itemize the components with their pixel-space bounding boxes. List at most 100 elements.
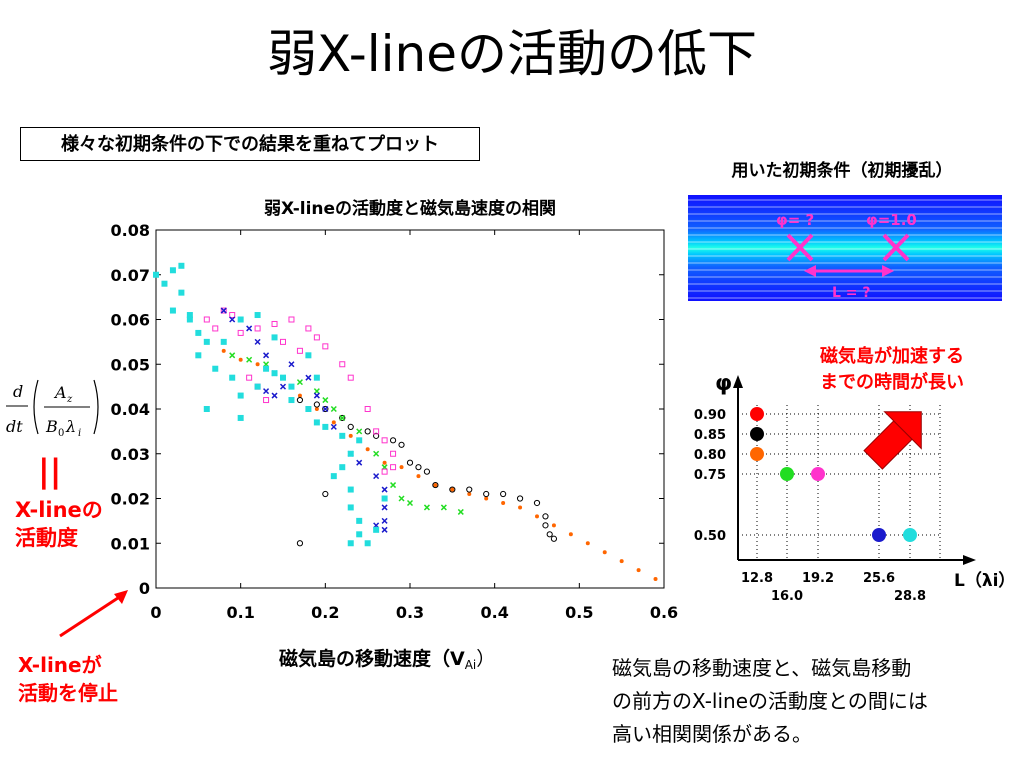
current-sheet bbox=[688, 195, 1002, 301]
data-point-orange bbox=[416, 474, 421, 479]
l-tick-label: 16.0 bbox=[771, 589, 803, 604]
data-point-cyan bbox=[305, 352, 312, 359]
data-point-cyan bbox=[237, 316, 244, 323]
data-point-cyan bbox=[330, 473, 337, 480]
data-point-magenta bbox=[246, 374, 253, 381]
data-point-green bbox=[229, 352, 236, 359]
svg-text:λ: λ bbox=[65, 417, 76, 436]
main-points bbox=[153, 262, 658, 582]
data-point-green bbox=[423, 504, 430, 511]
stop-arrow bbox=[59, 592, 125, 638]
phi-y-arrow bbox=[733, 375, 743, 388]
svg-text:d: d bbox=[13, 382, 23, 401]
data-point-cyan bbox=[195, 329, 202, 336]
data-point-cyan bbox=[169, 307, 176, 314]
svg-text:0: 0 bbox=[58, 428, 64, 439]
y-tick-label: 0.03 bbox=[111, 445, 150, 464]
data-point-cyan bbox=[322, 423, 329, 430]
phi-tick-label: 0.80 bbox=[694, 448, 726, 463]
data-point-cyan bbox=[347, 486, 354, 493]
y-tick-label: 0.07 bbox=[111, 266, 150, 285]
l-axis-label: L（λi） bbox=[954, 570, 1015, 591]
data-point-orange bbox=[568, 532, 573, 537]
data-point-cyan bbox=[364, 540, 371, 547]
data-point-orange bbox=[399, 465, 404, 470]
data-point-blue bbox=[254, 338, 261, 345]
phi-x-arrow bbox=[963, 555, 976, 565]
data-point-magenta bbox=[271, 320, 278, 327]
data-point-black bbox=[373, 432, 380, 439]
data-point-magenta bbox=[220, 307, 227, 314]
data-point-cyan bbox=[271, 370, 278, 377]
x-tick-label: 0.3 bbox=[396, 603, 424, 622]
data-point-magenta bbox=[203, 316, 210, 323]
data-point-cyan bbox=[347, 504, 354, 511]
conditions-title: 用いた初期条件（初期擾乱） bbox=[731, 161, 953, 181]
data-point-black bbox=[516, 495, 524, 502]
data-point-black bbox=[449, 486, 456, 493]
data-point-cyan bbox=[356, 437, 363, 444]
phi-point-magenta bbox=[811, 467, 825, 481]
data-point-blue bbox=[229, 316, 236, 323]
data-point-magenta bbox=[254, 325, 261, 332]
data-point-cyan bbox=[203, 406, 210, 412]
data-point-black bbox=[296, 396, 304, 404]
conclusion-text: 磁気島の移動速度と、磁気島移動 の前方のX-lineの活動度との間には 高い相関… bbox=[612, 656, 928, 746]
data-point-cyan bbox=[356, 517, 363, 524]
data-point-green bbox=[406, 499, 414, 507]
data-point-green bbox=[330, 405, 337, 413]
data-point-blue bbox=[381, 517, 388, 524]
data-point-black bbox=[389, 437, 397, 444]
svg-text:A: A bbox=[53, 383, 67, 402]
data-point-blue bbox=[356, 459, 363, 466]
data-point-magenta bbox=[313, 334, 320, 341]
x-tick-label: 0.2 bbox=[311, 603, 339, 622]
data-point-orange bbox=[653, 577, 658, 582]
data-point-magenta bbox=[212, 325, 219, 332]
data-point-magenta bbox=[381, 468, 388, 475]
data-point-black bbox=[339, 414, 346, 422]
svg-text:z: z bbox=[66, 394, 73, 405]
phi-ticks: 0.90 0.85 0.80 0.75 0.50 12.8 16.0 19.2 25.6 28.8 bbox=[694, 408, 926, 604]
data-point-cyan bbox=[381, 495, 388, 502]
y-tick-label: 0 bbox=[139, 579, 150, 598]
y-tick-label: 0.02 bbox=[111, 490, 150, 509]
data-point-black bbox=[415, 464, 422, 471]
y-tick-label: 0.01 bbox=[111, 534, 150, 553]
phi-point-cyan bbox=[903, 528, 917, 542]
phi-point-green bbox=[780, 467, 794, 481]
data-point-black bbox=[483, 490, 490, 498]
data-point-cyan bbox=[254, 383, 261, 390]
data-point-magenta bbox=[381, 437, 388, 444]
stop-arrow-head bbox=[114, 590, 128, 604]
x-tick-label: 0.5 bbox=[565, 603, 593, 622]
data-point-green bbox=[356, 428, 363, 435]
data-point-cyan bbox=[288, 397, 295, 404]
data-point-black bbox=[347, 423, 354, 430]
data-point-black bbox=[533, 499, 541, 507]
data-point-blue bbox=[381, 486, 388, 493]
data-point-orange bbox=[450, 487, 455, 492]
data-point-blue bbox=[322, 405, 329, 413]
data-point-black bbox=[550, 535, 558, 542]
data-point-green bbox=[390, 482, 397, 489]
data-point-orange bbox=[365, 447, 370, 452]
data-point-orange bbox=[221, 348, 226, 353]
data-point-cyan bbox=[339, 464, 346, 471]
data-point-orange bbox=[585, 541, 590, 546]
data-point-blue bbox=[288, 361, 295, 368]
data-point-blue bbox=[263, 352, 270, 359]
data-point-cyan bbox=[237, 414, 244, 421]
data-point-orange bbox=[238, 357, 243, 362]
x-tick-label: 0.1 bbox=[226, 603, 254, 622]
data-point-magenta bbox=[390, 464, 397, 471]
stop-label: X-lineが 活動を停止 bbox=[18, 653, 118, 705]
chart-title: 弱X-lineの活動度と磁気島速度の相関 bbox=[263, 199, 557, 219]
data-point-cyan bbox=[373, 526, 380, 533]
data-point-orange bbox=[297, 393, 302, 398]
data-point-cyan bbox=[305, 406, 312, 412]
data-point-cyan bbox=[169, 267, 176, 274]
data-point-cyan bbox=[203, 338, 210, 345]
activity-formula: d dt A z B 0 λ i bbox=[6, 379, 99, 439]
data-point-green bbox=[398, 495, 405, 502]
